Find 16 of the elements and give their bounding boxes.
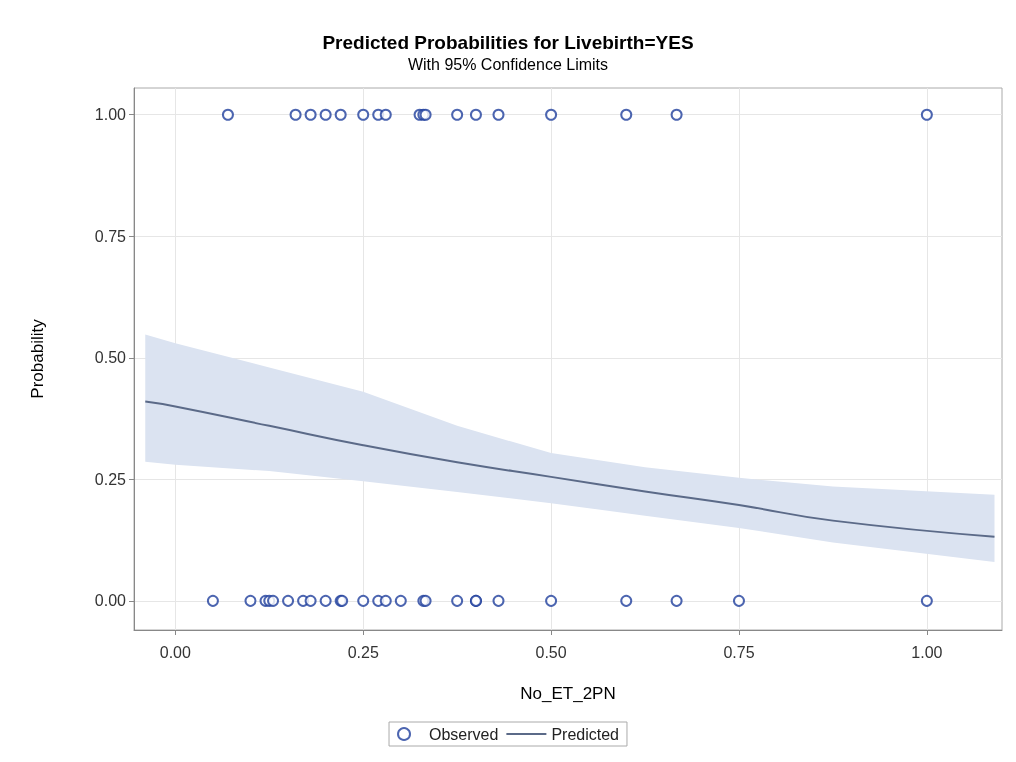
y-tick-label: 0.00 [94,592,127,610]
x-tick-label: 0.00 [159,643,192,661]
x-axis-title: No_ET_2PN [520,684,616,703]
y-axis-title: Probability [28,318,47,399]
x-tick-label: 0.25 [347,643,379,661]
x-tick-label: 0.75 [723,643,755,661]
x-tick-label: 1.00 [911,643,943,661]
y-tick-label: 0.75 [94,227,127,245]
x-tick-label: 0.50 [535,643,567,661]
legend-label: Observed [429,725,499,743]
chart-title: Predicted Probabilities for Livebirth=YES [322,32,694,53]
chart-subtitle: With 95% Confidence Limits [407,55,609,73]
y-tick-label: 0.50 [94,349,127,367]
y-tick-label: 1.00 [94,106,127,124]
y-tick-label: 0.25 [94,470,127,488]
legend-label: Predicted [551,725,619,743]
